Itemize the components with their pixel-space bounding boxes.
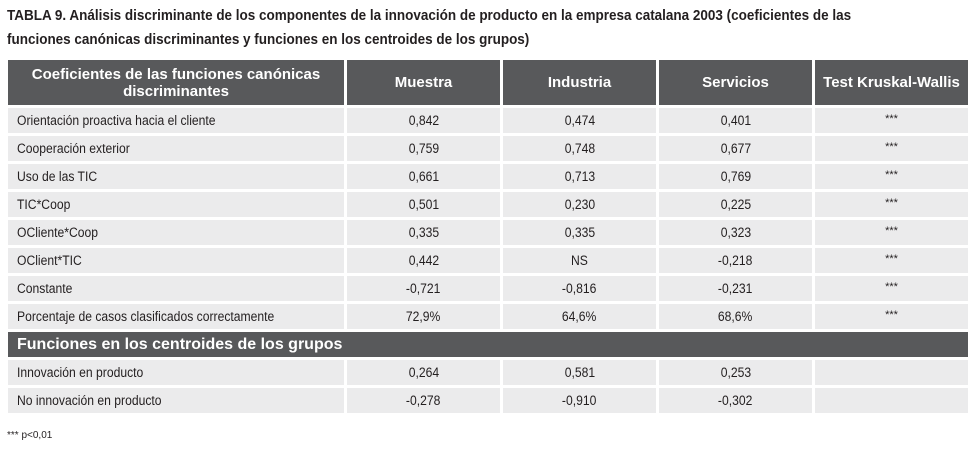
discriminant-analysis-table: Coeficientes de las funciones canónicas … [5,57,971,416]
cell-kruskal-wallis: *** [815,304,968,329]
table-title: TABLA 9. Análisis discriminante de los c… [7,8,852,48]
table-row: Innovación en producto 0,264 0,581 0,253 [8,360,968,385]
header-servicios: Servicios [659,60,812,105]
table-row: TIC*Coop 0,501 0,230 0,225 *** [8,192,968,217]
cell-kruskal-wallis: *** [815,248,968,273]
cell-kruskal-wallis: *** [815,220,968,245]
row-label: OClient*TIC [8,248,344,273]
cell-muestra: 0,335 [347,220,500,245]
cell-industria: -0,816 [503,276,656,301]
cell-muestra: -0,278 [347,388,500,413]
cell-industria: 0,748 [503,136,656,161]
cell-industria: 64,6% [503,304,656,329]
cell-muestra: 0,661 [347,164,500,189]
cell-kruskal-wallis: *** [815,164,968,189]
cell-industria: 0,474 [503,108,656,133]
footnote: *** p<0,01 [7,430,53,441]
header-industria: Industria [503,60,656,105]
cell-servicios: 68,6% [659,304,812,329]
section-header-row: Funciones en los centroides de los grupo… [8,332,968,357]
table-row: OCliente*Coop 0,335 0,335 0,323 *** [8,220,968,245]
cell-servicios: 0,769 [659,164,812,189]
cell-servicios: 0,677 [659,136,812,161]
table-row: Constante -0,721 -0,816 -0,231 *** [8,276,968,301]
cell-servicios: -0,231 [659,276,812,301]
table-row: Porcentaje de casos clasificados correct… [8,304,968,329]
cell-muestra: 0,759 [347,136,500,161]
header-kruskal-wallis: Test Kruskal-Wallis [815,60,968,105]
cell-servicios: 0,323 [659,220,812,245]
cell-kruskal-wallis [815,360,968,385]
table-row: No innovación en producto -0,278 -0,910 … [8,388,968,413]
cell-kruskal-wallis: *** [815,276,968,301]
table-row: OClient*TIC 0,442 NS -0,218 *** [8,248,968,273]
cell-kruskal-wallis: *** [815,192,968,217]
row-label: TIC*Coop [8,192,344,217]
cell-servicios: -0,302 [659,388,812,413]
cell-industria: 0,581 [503,360,656,385]
cell-industria: -0,910 [503,388,656,413]
cell-kruskal-wallis: *** [815,136,968,161]
cell-kruskal-wallis: *** [815,108,968,133]
table-row: Cooperación exterior 0,759 0,748 0,677 *… [8,136,968,161]
cell-muestra: 72,9% [347,304,500,329]
cell-servicios: -0,218 [659,248,812,273]
cell-industria: NS [503,248,656,273]
table-row: Orientación proactiva hacia el cliente 0… [8,108,968,133]
cell-servicios: 0,401 [659,108,812,133]
cell-industria: 0,230 [503,192,656,217]
header-coefficients: Coeficientes de las funciones canónicas … [8,60,344,105]
cell-servicios: 0,225 [659,192,812,217]
cell-industria: 0,713 [503,164,656,189]
cell-servicios: 0,253 [659,360,812,385]
header-row: Coeficientes de las funciones canónicas … [8,60,968,105]
cell-industria: 0,335 [503,220,656,245]
row-label: OCliente*Coop [8,220,344,245]
table-row: Uso de las TIC 0,661 0,713 0,769 *** [8,164,968,189]
cell-kruskal-wallis [815,388,968,413]
row-label: Uso de las TIC [8,164,344,189]
section-title: Funciones en los centroides de los grupo… [8,332,968,357]
cell-muestra: 0,501 [347,192,500,217]
cell-muestra: -0,721 [347,276,500,301]
cell-muestra: 0,264 [347,360,500,385]
row-label: Cooperación exterior [8,136,344,161]
cell-muestra: 0,842 [347,108,500,133]
row-label: Constante [8,276,344,301]
row-label: No innovación en producto [8,388,344,413]
row-label: Porcentaje de casos clasificados correct… [8,304,344,329]
cell-muestra: 0,442 [347,248,500,273]
row-label: Orientación proactiva hacia el cliente [8,108,344,133]
header-muestra: Muestra [347,60,500,105]
row-label: Innovación en producto [8,360,344,385]
